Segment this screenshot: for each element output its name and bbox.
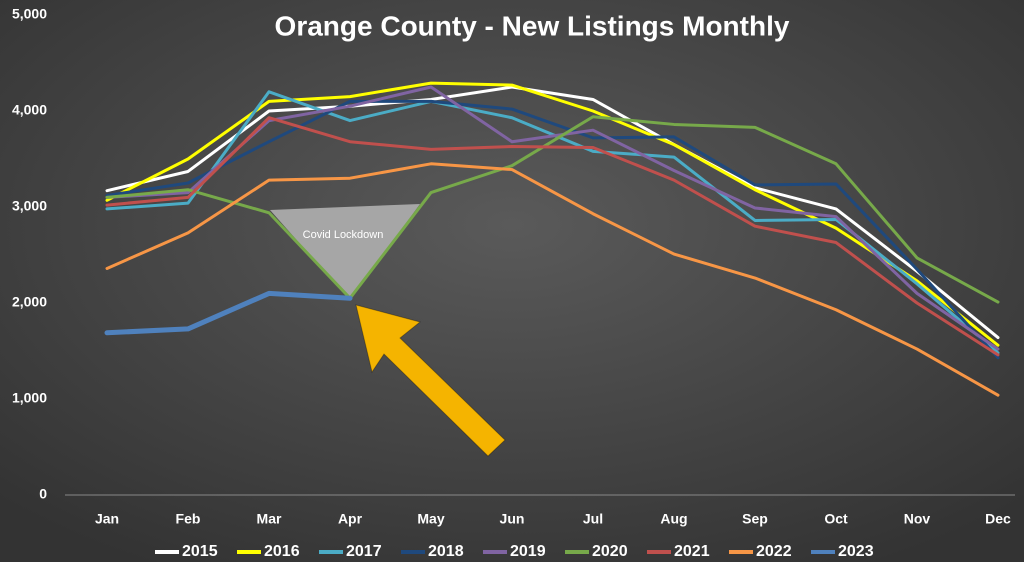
series-line (105, 85, 1000, 340)
y-tick-label: 1,000 (12, 390, 47, 406)
legend-label: 2022 (756, 543, 792, 560)
x-tick-label: Dec (985, 511, 1011, 527)
x-tick-label: Sep (742, 511, 768, 527)
x-tick-label: Feb (176, 511, 201, 527)
legend-label: 2019 (510, 543, 546, 560)
x-tick-label: Aug (660, 511, 687, 527)
series-line (104, 290, 353, 336)
x-tick-label: Jul (583, 511, 603, 527)
series-line (105, 115, 1000, 304)
y-tick-label: 4,000 (12, 102, 47, 118)
series-line (105, 99, 1000, 360)
covid-triangle (270, 204, 420, 300)
x-tick-label: May (417, 511, 444, 527)
annotation: Covid Lockdown (303, 229, 384, 241)
legend-label: 2016 (264, 543, 300, 560)
arrow (355, 304, 506, 457)
series-line (105, 116, 1000, 357)
y-tick-label: 0 (39, 486, 47, 502)
x-tick-label: Jan (95, 511, 119, 527)
x-tick-label: Oct (824, 511, 848, 527)
legend-label: 2021 (674, 543, 710, 560)
legend-label: 2017 (346, 543, 382, 560)
legend-label: 2015 (182, 543, 218, 560)
x-tick-label: Nov (904, 511, 931, 527)
y-tick-label: 5,000 (12, 6, 47, 22)
x-tick-label: Jun (500, 511, 525, 527)
x-tick-label: Apr (338, 511, 363, 527)
series-line (105, 162, 1000, 397)
chart-title: Orange County - New Listings Monthly (275, 10, 790, 41)
legend-label: 2023 (838, 543, 874, 560)
x-tick-label: Mar (257, 511, 282, 527)
legend-label: 2020 (592, 543, 628, 560)
y-tick-label: 2,000 (12, 294, 47, 310)
legend-label: 2018 (428, 543, 464, 560)
y-tick-label: 3,000 (12, 198, 47, 214)
